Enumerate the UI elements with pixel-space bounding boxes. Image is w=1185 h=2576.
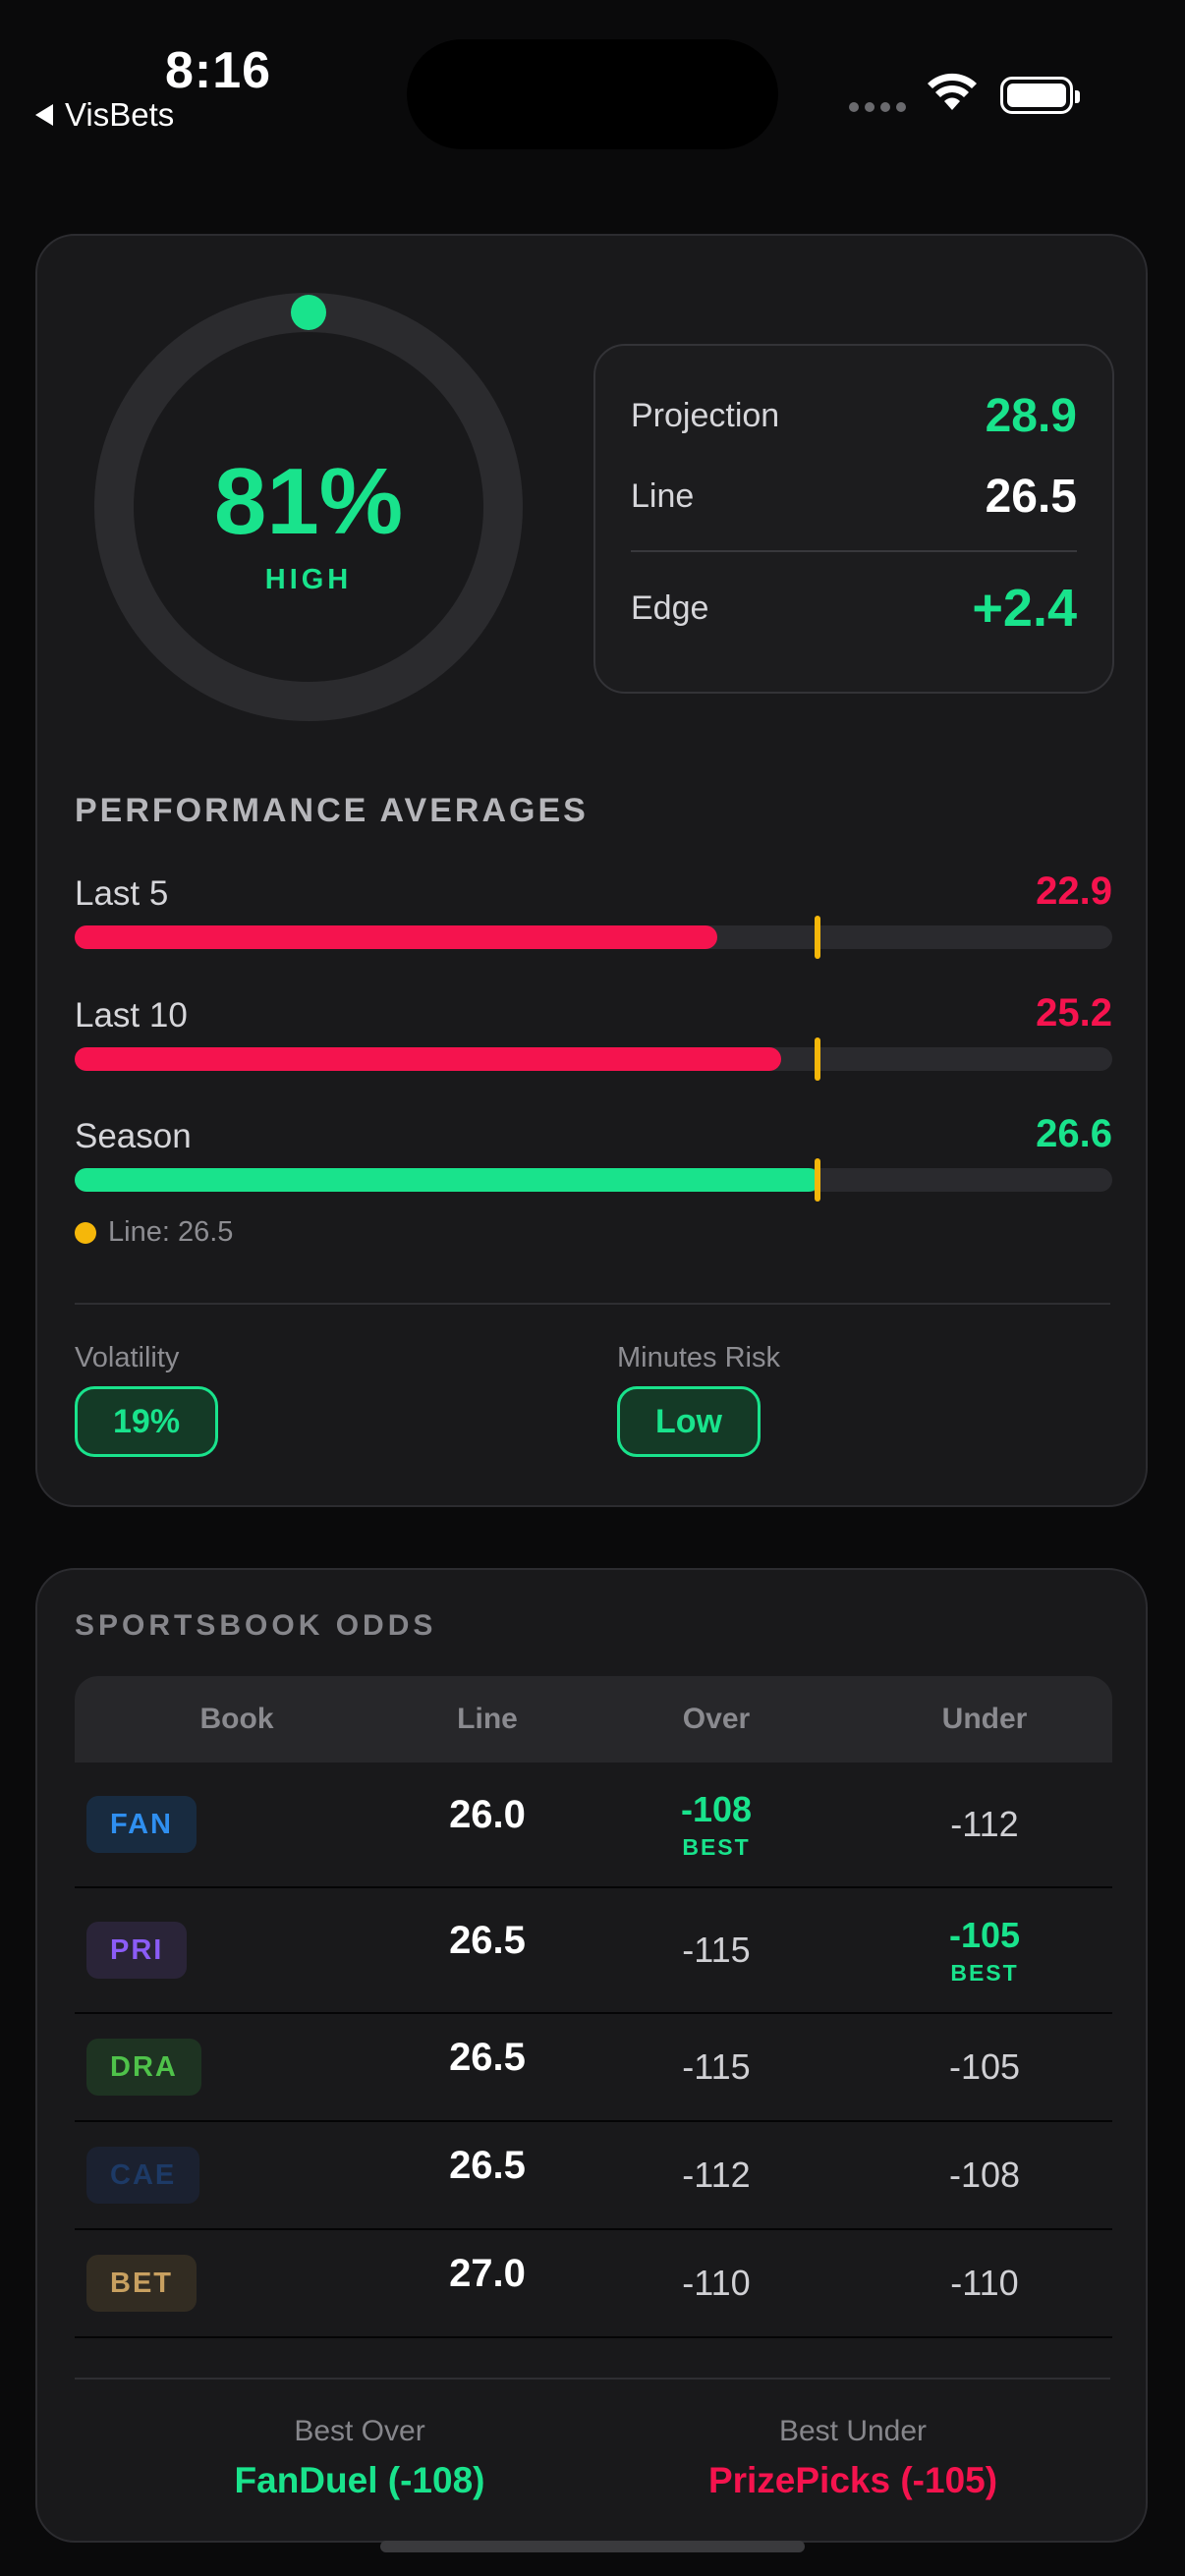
- over-price: -110: [682, 2263, 751, 2303]
- volatility-label: Volatility: [75, 1342, 180, 1373]
- odds-row[interactable]: CAE 26.5 -112 -108: [75, 2122, 1112, 2230]
- header-line: Line: [457, 1703, 518, 1735]
- home-indicator: [380, 2541, 805, 2552]
- odds-line: 26.5: [449, 2143, 526, 2187]
- metrics-divider: [75, 1303, 1110, 1305]
- performance-bar-fill: [75, 1047, 782, 1071]
- book-badge: CAE: [86, 2147, 200, 2204]
- odds-row[interactable]: FAN 26.0 -108 BEST -112: [75, 1763, 1112, 1888]
- wifi-icon: [928, 73, 977, 110]
- over-price: -115: [682, 2046, 751, 2087]
- odds-table: Book Line Over Under FAN 26.0 -108 BEST -112…: [75, 1676, 1112, 2338]
- header-book: Book: [199, 1703, 274, 1735]
- line-legend: Line: 26.5: [75, 1216, 233, 1249]
- sportsbook-odds-card: SPORTSBOOK ODDS Book Line Over Under FAN…: [35, 1568, 1148, 2543]
- performance-bar-track: [75, 1158, 1112, 1202]
- cellular-icon: [849, 102, 906, 112]
- minutes-risk-badge: Low: [617, 1386, 761, 1457]
- edge-label: Edge: [631, 588, 709, 627]
- line-label: Line: [631, 477, 695, 515]
- book-badge: DRA: [86, 2039, 201, 2096]
- book-badge: FAN: [86, 1796, 197, 1853]
- performance-row: Season 26.6: [75, 1107, 1112, 1202]
- confidence-level: HIGH: [264, 564, 353, 595]
- best-over-label: Best Over: [294, 2415, 425, 2447]
- minutes-risk-metric: Minutes Risk Low: [617, 1342, 780, 1457]
- under-price: -112: [950, 1804, 1019, 1844]
- over-price: -108: [680, 1788, 753, 1829]
- line-marker: [815, 1037, 821, 1081]
- odds-row[interactable]: DRA 26.5 -115 -105: [75, 2014, 1112, 2122]
- line-legend-dot: [75, 1221, 96, 1244]
- performance-row-label: Last 10: [75, 996, 188, 1035]
- line-marker: [815, 1158, 821, 1202]
- under-price: -108: [948, 2155, 1021, 2195]
- over-price: -112: [682, 2155, 751, 2195]
- performance-row-value: 25.2: [1036, 991, 1112, 1035]
- volatility-badge: 19%: [75, 1386, 219, 1457]
- best-under-label: Best Under: [778, 2415, 928, 2447]
- best-over-summary: Best Over FanDuel (-108): [114, 2415, 605, 2501]
- line-marker: [815, 916, 821, 959]
- under-price: -105: [948, 2046, 1021, 2087]
- performance-row-value: 22.9: [1036, 869, 1112, 913]
- odds-title: SPORTSBOOK ODDS: [75, 1609, 437, 1642]
- odds-summary-divider: [75, 2378, 1110, 2380]
- best-under-value: PrizePicks (-105): [707, 2460, 998, 2500]
- line-value: 26.5: [985, 471, 1077, 523]
- odds-line: 26.5: [449, 1918, 526, 1962]
- performance-bar-fill: [75, 1168, 821, 1192]
- performance-row-label: Last 5: [75, 874, 169, 913]
- odds-line: 27.0: [449, 2251, 526, 2295]
- best-over-value: FanDuel (-108): [234, 2460, 485, 2500]
- book-badge: BET: [86, 2255, 197, 2312]
- edge-value: +2.4: [972, 579, 1077, 638]
- projection-card: 81% HIGH Projection 28.9 Line 26.5 Edge …: [35, 234, 1148, 1507]
- header-under: Under: [941, 1703, 1028, 1735]
- performance-title: PERFORMANCE AVERAGES: [75, 792, 589, 829]
- status-time: 8:16: [165, 42, 272, 99]
- performance-bar-track: [75, 1037, 1112, 1081]
- best-tag: BEST: [682, 1833, 751, 1860]
- performance-row-value: 26.6: [1036, 1112, 1112, 1155]
- over-price: -115: [682, 1930, 751, 1970]
- battery-icon: [1000, 77, 1080, 114]
- best-under-summary: Best Under PrizePicks (-105): [607, 2415, 1099, 2501]
- back-label: VisBets: [65, 96, 175, 133]
- performance-row: Last 10 25.2: [75, 986, 1112, 1081]
- performance-bar-fill: [75, 925, 717, 949]
- confidence-gauge: [94, 293, 523, 721]
- odds-line: 26.0: [449, 1792, 526, 1836]
- odds-row[interactable]: BET 27.0 -110 -110: [75, 2230, 1112, 2338]
- back-arrow-icon: [35, 104, 53, 126]
- gauge-indicator-dot: [291, 295, 326, 330]
- header-over: Over: [682, 1703, 751, 1735]
- performance-row-label: Season: [75, 1117, 192, 1155]
- volatility-metric: Volatility 19%: [75, 1342, 219, 1457]
- dynamic-island: [407, 39, 778, 149]
- performance-row: Last 5 22.9: [75, 865, 1112, 959]
- minutes-risk-label: Minutes Risk: [617, 1342, 780, 1373]
- summary-divider: [631, 550, 1077, 552]
- odds-line: 26.5: [449, 2035, 526, 2079]
- back-button[interactable]: VisBets: [35, 96, 174, 134]
- projection-label: Projection: [631, 397, 780, 434]
- projection-value: 28.9: [985, 390, 1077, 442]
- best-tag: BEST: [950, 1959, 1019, 1986]
- book-badge: PRI: [86, 1922, 188, 1979]
- confidence-percent: 81%: [213, 449, 404, 554]
- under-price: -110: [950, 2263, 1019, 2303]
- under-price: -105: [948, 1914, 1021, 1955]
- performance-bar-track: [75, 916, 1112, 959]
- odds-row[interactable]: PRI 26.5 -115 -105 BEST: [75, 1888, 1112, 2014]
- line-legend-text: Line: 26.5: [108, 1216, 234, 1248]
- projection-summary: Projection 28.9 Line 26.5 Edge +2.4: [593, 344, 1114, 694]
- odds-table-header: Book Line Over Under: [75, 1676, 1112, 1763]
